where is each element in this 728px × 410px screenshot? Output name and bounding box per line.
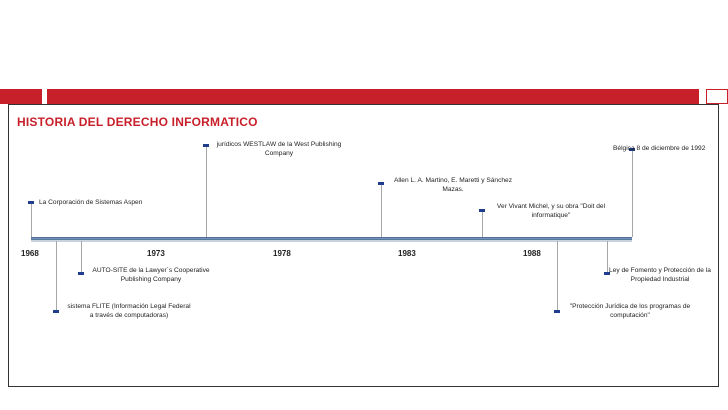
event-label-fomento: Ley de Fomento y Protección de la Propie… bbox=[603, 266, 717, 284]
event-stem-flite bbox=[56, 241, 57, 311]
event-text-line: Allen L. A. Martino, E. Maretti y Sánche… bbox=[393, 177, 512, 184]
event-text-line: Propiedad Industrial bbox=[630, 276, 690, 283]
event-stem-martino bbox=[381, 184, 382, 237]
timeline-axis-shadow bbox=[31, 240, 632, 242]
event-marker-belgica bbox=[629, 148, 635, 151]
event-label-vivant: Ver Vivant Michel, y su obra "Doit del i… bbox=[488, 202, 614, 220]
event-marker-flite bbox=[53, 310, 59, 313]
year-label-1978: 1978 bbox=[273, 249, 291, 258]
event-label-flite: sistema FLITE (Información Legal Federal… bbox=[62, 302, 196, 320]
event-text-line: Publishing Company bbox=[120, 276, 182, 283]
event-label-autosite: AUTO-SITE de la Lawyer´s Cooperative Pub… bbox=[86, 266, 216, 284]
event-stem-fomento bbox=[607, 241, 608, 273]
event-text-line: Mazas. bbox=[442, 186, 464, 193]
event-stem-aspen bbox=[31, 203, 32, 237]
event-text-line: Company bbox=[264, 150, 294, 157]
year-label-1988: 1988 bbox=[523, 249, 541, 258]
year-label-1968: 1968 bbox=[21, 249, 39, 258]
event-text-line: informatique" bbox=[531, 212, 571, 219]
event-text-line: La Corporación de Sistemas Aspen bbox=[39, 199, 143, 206]
event-label-belgica: Bélgica 8 de diciembre de 1992 bbox=[613, 144, 705, 153]
event-stem-belgica bbox=[632, 150, 633, 237]
year-label-1983: 1983 bbox=[398, 249, 416, 258]
event-marker-vivant bbox=[479, 209, 485, 212]
event-marker-proteccion bbox=[554, 310, 560, 313]
page-title: HISTORIA DEL DERECHO INFORMATICO bbox=[17, 115, 258, 129]
event-text-line: AUTO-SITE de la Lawyer´s Cooperative bbox=[92, 267, 210, 274]
year-label-1973: 1973 bbox=[147, 249, 165, 258]
event-marker-westlaw bbox=[203, 144, 209, 147]
event-label-aspen: La Corporación de Sistemas Aspen bbox=[39, 198, 142, 207]
event-text-line: Bélgica 8 de diciembre de 1992 bbox=[613, 145, 706, 152]
event-marker-fomento bbox=[604, 272, 610, 275]
event-label-westlaw: jurídicos WESTLAW de la West Publishing … bbox=[212, 140, 346, 158]
header-accent-box bbox=[706, 89, 728, 104]
event-text-line: a través de computadoras) bbox=[89, 312, 169, 319]
event-text-line: Ley de Fomento y Protección de la bbox=[609, 267, 711, 274]
event-stem-westlaw bbox=[206, 146, 207, 237]
event-text-line: sistema FLITE (Información Legal Federal bbox=[67, 303, 191, 310]
timeline-axis bbox=[31, 237, 632, 240]
header-accent-red bbox=[0, 89, 42, 104]
event-marker-aspen bbox=[28, 201, 34, 204]
event-text-line: jurídicos WESTLAW de la West Publishing bbox=[216, 141, 342, 148]
event-stem-vivant bbox=[482, 211, 483, 237]
event-label-martino: Allen L. A. Martino, E. Maretti y Sánche… bbox=[388, 176, 518, 194]
header-accent-bar bbox=[47, 89, 699, 104]
event-text-line: computación" bbox=[610, 312, 650, 319]
event-text-line: Ver Vivant Michel, y su obra "Doit del bbox=[496, 203, 606, 210]
event-marker-autosite bbox=[78, 272, 84, 275]
event-label-proteccion: "Protección Jurídica de los programas de… bbox=[562, 302, 698, 320]
event-stem-proteccion bbox=[557, 241, 558, 311]
event-marker-martino bbox=[378, 182, 384, 185]
event-text-line: "Protección Jurídica de los programas de bbox=[569, 303, 691, 310]
event-stem-autosite bbox=[81, 241, 82, 273]
slide-frame bbox=[8, 104, 719, 387]
